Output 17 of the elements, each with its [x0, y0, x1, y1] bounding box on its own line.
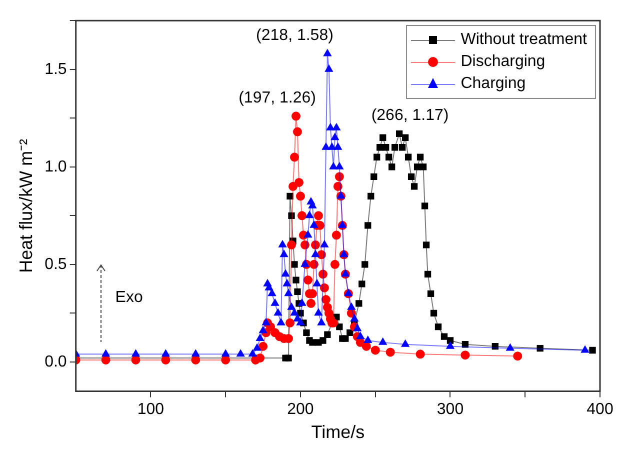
x-axis-title: Time/s: [311, 422, 365, 442]
x-tick-label: 300: [436, 401, 464, 418]
annotation: (218, 1.58): [256, 27, 334, 44]
y-tick-label: 0.0: [44, 353, 67, 370]
legend-label: Discharging: [460, 52, 546, 71]
y-tick-label: 1.5: [44, 60, 67, 78]
y-tick-label: 1.0: [44, 158, 67, 176]
annotation: (197, 1.26): [238, 90, 316, 107]
x-tick-label: 400: [586, 401, 614, 418]
y-axis-title: Heat flux/kW m⁻²: [16, 138, 36, 273]
legend-label: Without treatment: [460, 30, 587, 49]
annotation: Exo: [115, 288, 143, 306]
legend-label: Charging: [460, 74, 526, 93]
x-tick-label: 200: [287, 401, 314, 418]
y-tick-label: 0.5: [44, 256, 67, 273]
annotation: (266, 1.17): [371, 107, 449, 124]
x-tick-label: 100: [137, 401, 164, 418]
